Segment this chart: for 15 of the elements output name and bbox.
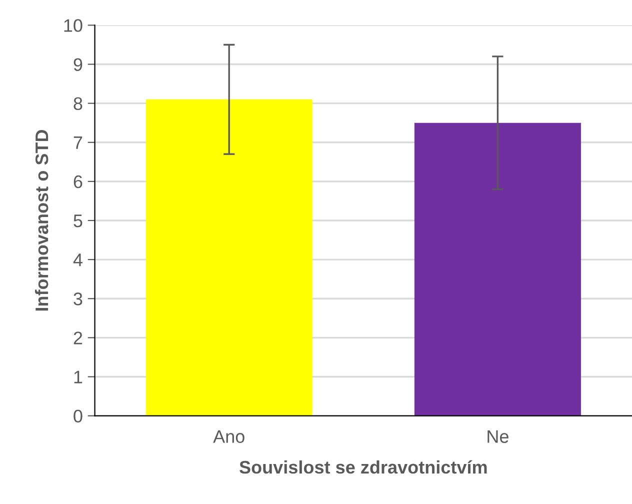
x-axis-title: Souvislost se zdravotnictvím — [240, 460, 487, 474]
y-tick-label: 2 — [74, 332, 82, 344]
y-tick-label: 5 — [74, 214, 82, 228]
y-tick-label: 1 — [74, 370, 82, 384]
y-tick-label: 0 — [74, 410, 82, 423]
y-tick-label: 9 — [74, 58, 82, 71]
y-axis-title: Informovanost o STD — [34, 130, 48, 311]
y-tick-label: 7 — [74, 136, 82, 149]
y-tick-label: 3 — [74, 292, 82, 306]
x-tick-label: Ne — [488, 430, 508, 443]
y-tick-label: 8 — [74, 97, 82, 110]
y-tick-label: 10 — [64, 19, 82, 32]
x-tick-label: Ano — [213, 430, 244, 443]
y-tick-label: 4 — [73, 254, 82, 266]
y-tick-label: 6 — [74, 175, 82, 188]
